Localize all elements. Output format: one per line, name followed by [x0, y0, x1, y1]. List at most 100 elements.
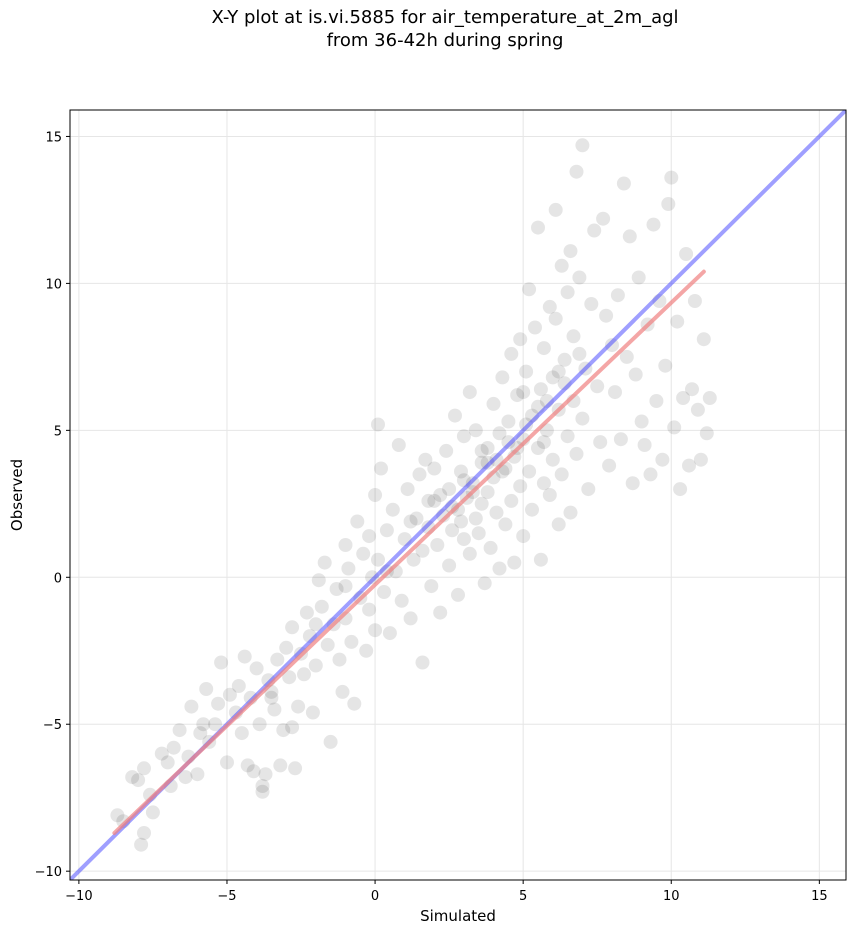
data-point	[267, 702, 282, 717]
data-point	[522, 282, 537, 297]
data-point	[673, 482, 688, 497]
data-point	[338, 579, 353, 594]
data-point	[359, 643, 374, 658]
y-tick-label: 0	[54, 571, 62, 586]
data-point	[433, 488, 448, 502]
data-point	[702, 391, 717, 405]
data-point	[486, 396, 501, 411]
data-point	[563, 505, 578, 520]
data-point	[646, 217, 661, 232]
data-point	[308, 658, 323, 673]
data-point	[548, 311, 563, 326]
data-point	[522, 464, 537, 479]
data-point	[368, 623, 383, 638]
grid-lines	[70, 110, 846, 880]
y-tick-label: 15	[45, 130, 62, 145]
data-point	[454, 464, 468, 479]
x-tick-label: 5	[519, 889, 527, 904]
data-point	[474, 443, 489, 458]
data-point	[480, 441, 495, 455]
data-point	[258, 767, 273, 782]
data-point	[545, 370, 560, 385]
data-point	[693, 452, 708, 467]
data-point	[572, 270, 587, 285]
data-point	[190, 767, 205, 782]
data-point	[477, 576, 492, 591]
data-point	[510, 388, 525, 403]
data-point	[542, 299, 557, 314]
data-point	[394, 593, 409, 608]
reference-lines	[70, 110, 846, 880]
data-point	[403, 611, 418, 626]
x-tick-label: 0	[371, 889, 379, 904]
data-point	[199, 682, 214, 696]
data-point	[590, 379, 605, 394]
data-point	[548, 202, 563, 217]
data-point	[531, 441, 545, 455]
data-point	[255, 779, 270, 793]
data-point	[297, 667, 311, 682]
data-point	[166, 740, 181, 755]
data-point	[184, 699, 199, 714]
data-point	[536, 341, 551, 356]
data-point	[145, 805, 160, 820]
data-point	[501, 435, 516, 450]
data-point	[492, 426, 507, 441]
data-point	[291, 699, 306, 714]
x-axis-label: Simulated	[420, 907, 496, 925]
data-point	[602, 458, 617, 473]
data-point	[596, 211, 611, 226]
data-point	[409, 511, 424, 526]
data-point	[323, 734, 338, 749]
data-point	[335, 684, 350, 699]
chart-title-line-1: X-Y plot at is.vi.5885 for air_temperatu…	[211, 7, 679, 28]
data-point	[454, 514, 468, 529]
data-point	[154, 746, 169, 761]
data-point	[317, 555, 332, 570]
data-point	[231, 679, 246, 693]
data-point	[285, 620, 300, 635]
data-point	[634, 414, 649, 429]
data-point	[305, 705, 320, 720]
data-point	[379, 523, 394, 538]
data-point	[625, 476, 640, 491]
data-point	[504, 346, 519, 361]
data-point	[371, 417, 385, 432]
data-point	[308, 617, 323, 632]
data-point	[276, 723, 291, 738]
data-point	[536, 435, 551, 450]
data-point	[178, 770, 193, 785]
data-point	[587, 223, 602, 238]
data-point	[137, 826, 151, 840]
data-point	[172, 723, 187, 738]
fit-line	[112, 269, 706, 835]
chart-title: X-Y plot at is.vi.5885 for air_temperatu…	[0, 6, 854, 52]
data-point	[421, 493, 436, 508]
data-point	[471, 526, 486, 541]
data-point	[566, 329, 581, 344]
data-point	[462, 546, 477, 561]
data-point	[442, 482, 457, 497]
data-point	[661, 197, 676, 211]
data-point	[519, 417, 534, 432]
data-point	[214, 655, 229, 670]
data-point	[279, 640, 294, 655]
data-point	[240, 758, 255, 773]
data-point	[581, 482, 596, 497]
data-point	[314, 599, 329, 614]
data-point	[255, 784, 270, 799]
data-point	[412, 467, 427, 482]
data-point	[299, 605, 314, 620]
data-point	[406, 552, 421, 567]
data-point	[385, 502, 400, 517]
data-point	[619, 349, 634, 364]
data-point	[338, 538, 353, 552]
data-point	[137, 761, 151, 776]
data-point	[670, 314, 685, 329]
data-point	[270, 652, 285, 667]
data-point	[211, 696, 226, 711]
data-point	[391, 438, 406, 452]
y-tick-label: −5	[43, 718, 62, 733]
data-point	[222, 687, 237, 702]
